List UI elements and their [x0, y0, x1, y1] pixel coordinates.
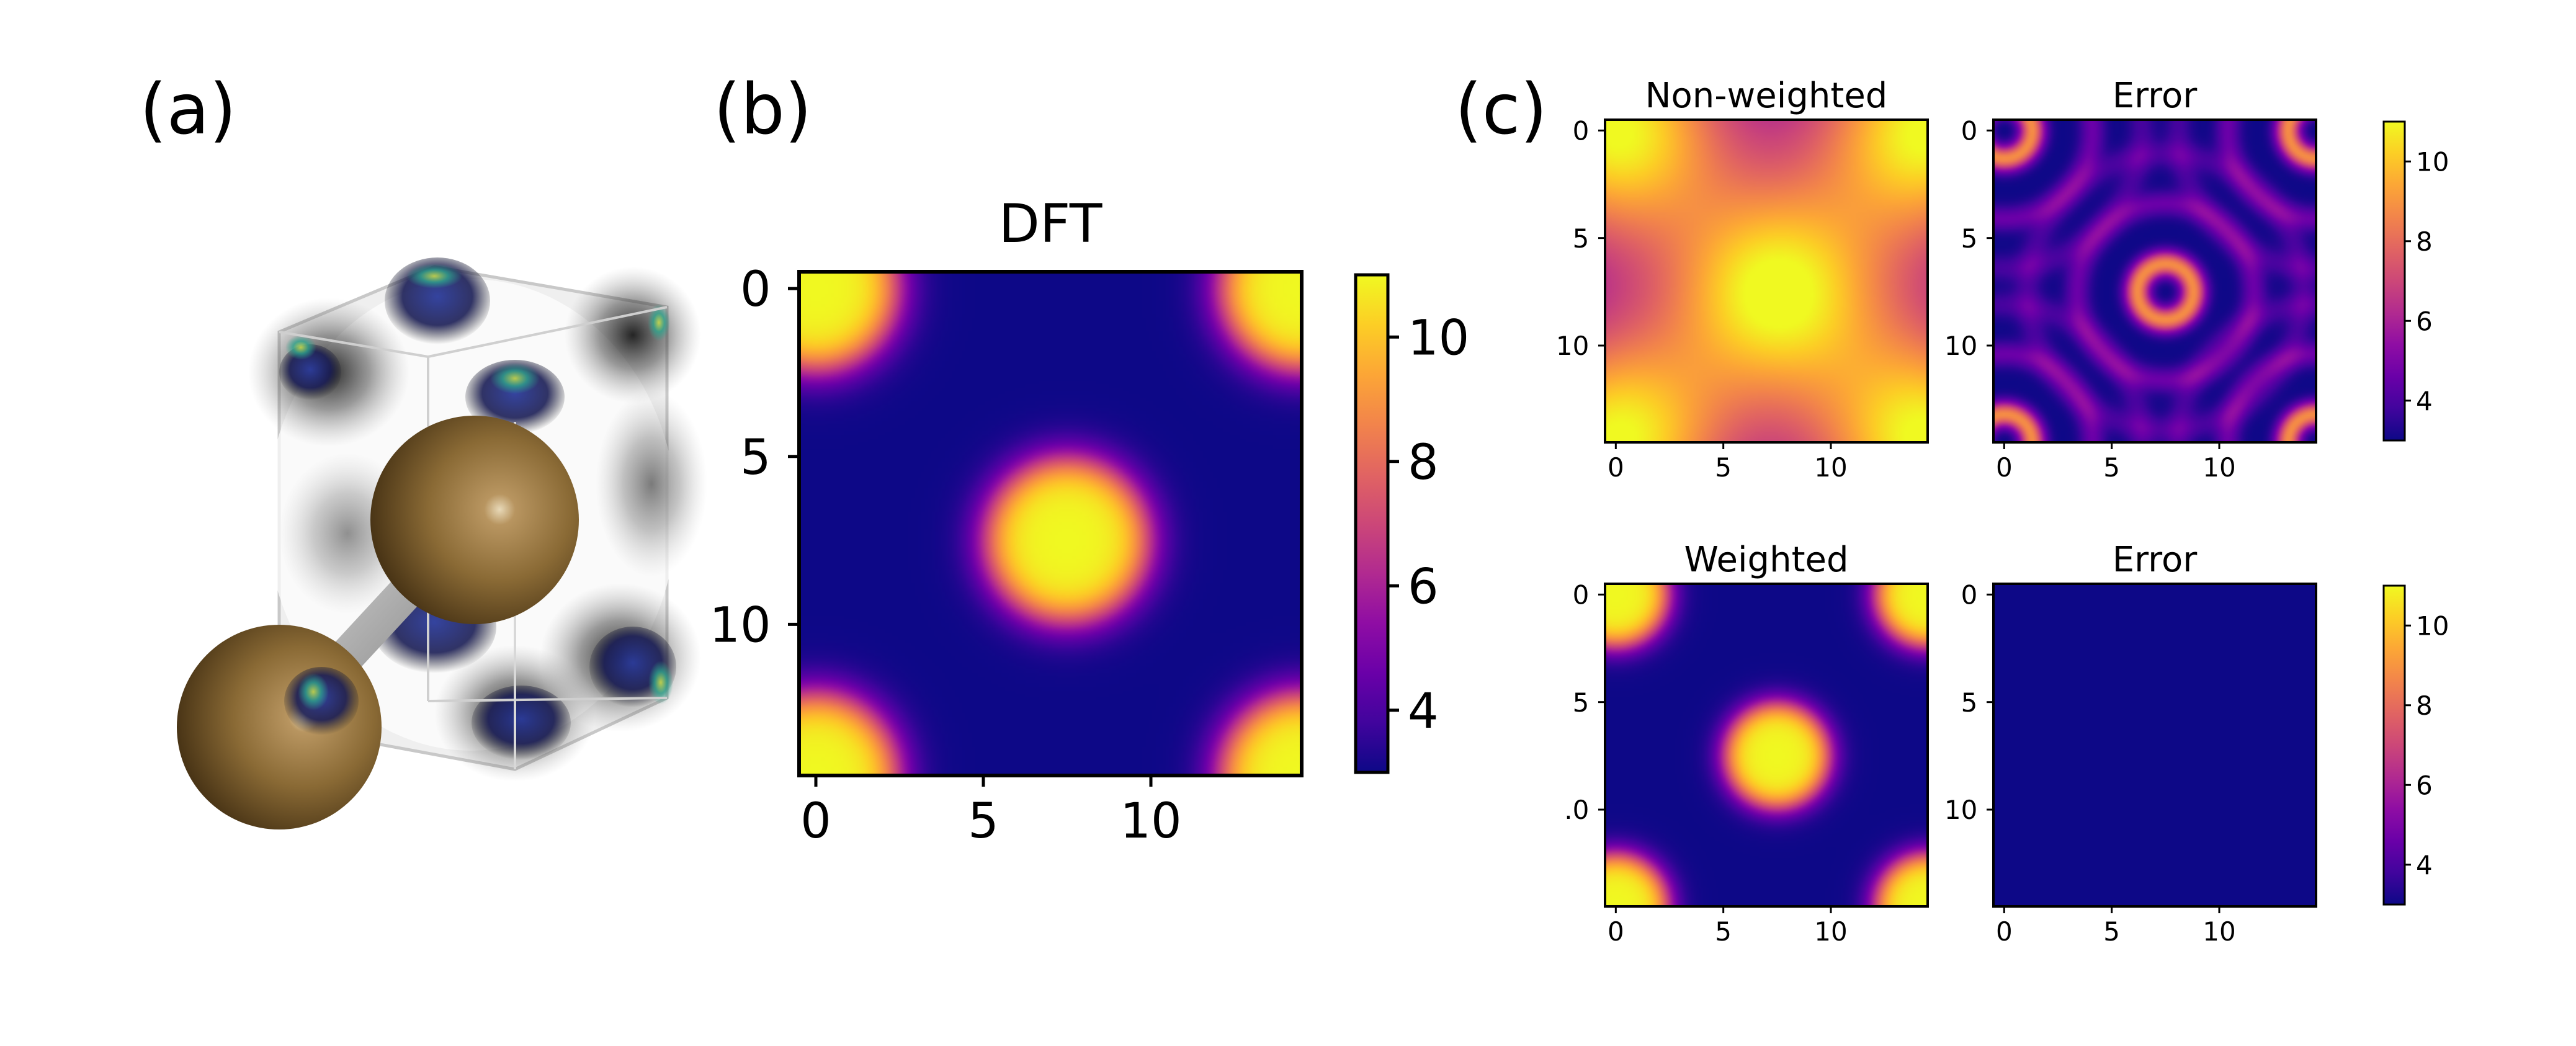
y-tick-label: 5 — [1573, 687, 1590, 718]
x-tick-label: 0 — [1608, 916, 1624, 947]
atom — [177, 625, 382, 829]
x-tick-label: 10 — [1120, 793, 1181, 849]
atom — [370, 416, 579, 624]
heatmap-panel-c2: Error 0 5 10 0 5 10 4 6 8 10 — [1944, 76, 2449, 483]
colorbar: 4 6 8 10 — [1354, 273, 1469, 774]
orbital-highlight — [285, 335, 316, 360]
y-tick-label: 10 — [709, 597, 771, 653]
plot-frame — [1604, 583, 1929, 908]
x-tick-label: 5 — [2103, 452, 2120, 483]
y-tick-label: 0 — [1961, 115, 1978, 146]
x-tick-label: 0 — [800, 793, 831, 849]
colorbar-tick-label: 10 — [2416, 146, 2449, 177]
x-tick-label: 10 — [1814, 452, 1847, 483]
y-tick-label: 0 — [740, 262, 771, 318]
colorbar-tick-label: 10 — [2416, 610, 2449, 641]
colorbar-tick-label: 6 — [1408, 559, 1439, 615]
orbital-highlight — [648, 304, 670, 341]
y-tick-label: 5 — [1961, 223, 1978, 254]
y-tick-label: 5 — [1573, 223, 1590, 254]
colorbar-tick-label: 4 — [2416, 850, 2433, 880]
colorbar-tick-label: 6 — [2416, 306, 2433, 336]
x-tick-label: 5 — [968, 793, 999, 849]
y-tick-label: 10 — [1944, 795, 1977, 825]
orbital-highlight — [406, 264, 462, 288]
colorbar-tick-label: 10 — [1408, 310, 1469, 366]
panel-label-a: (a) — [140, 69, 236, 150]
unit-cell-edge — [427, 697, 668, 702]
plot-frame — [797, 270, 1304, 777]
chart-title: DFT — [999, 193, 1102, 255]
shadow-region — [596, 391, 707, 577]
y-tick-label: 0 — [1961, 579, 1978, 610]
colorbar-tick-label: 8 — [2416, 691, 2433, 721]
colorbar-tick-label: 4 — [2416, 386, 2433, 416]
x-tick-label: 0 — [1608, 452, 1624, 483]
x-tick-label: 0 — [1996, 916, 2013, 947]
y-tick-label: .0 — [1564, 795, 1589, 825]
heatmap-image — [1605, 584, 1928, 906]
heatmap-panel-b: DFT 0 5 10 0 5 10 4 6 8 10 — [709, 193, 1469, 849]
colorbar-scale — [1354, 273, 1390, 774]
chart-title: Error — [2113, 76, 2198, 116]
chart-title: Non-weighted — [1645, 76, 1888, 116]
crystal-structure — [177, 257, 707, 829]
y-tick-label: 0 — [1573, 579, 1590, 610]
colorbar-tick-label: 6 — [2416, 770, 2433, 800]
y-tick-label: 5 — [740, 430, 771, 486]
orbital-highlight — [648, 661, 673, 704]
colorbar-scale — [2382, 584, 2406, 906]
colorbar-tick-label: 8 — [1408, 435, 1439, 491]
plot-frame — [1604, 118, 1929, 444]
x-tick-label: 5 — [2103, 916, 2120, 947]
heatmap-panel-c3: Weighted 0 5 10 0 5 .0 — [1564, 540, 1929, 947]
colorbar-tick-label: 8 — [2416, 226, 2433, 257]
orbital-highlight — [298, 673, 329, 710]
x-tick-label: 10 — [1814, 916, 1847, 947]
plot-frame — [1992, 583, 2317, 908]
colorbar: 4 6 8 10 — [2382, 584, 2449, 906]
orbital-lobe — [472, 686, 571, 760]
x-tick-label: 5 — [1715, 452, 1732, 483]
plot-frame — [1992, 118, 2317, 444]
chart-title: Error — [2113, 540, 2198, 580]
unit-cell-edge — [279, 331, 429, 358]
unit-cell-edge — [427, 306, 668, 358]
x-tick-label: 10 — [2203, 452, 2235, 483]
x-tick-label: 5 — [1715, 916, 1732, 947]
orbital-highlight — [490, 363, 540, 394]
panel-label-b: (b) — [713, 69, 812, 150]
shadow-region — [565, 267, 701, 403]
heatmap-image — [1993, 120, 2316, 442]
heatmap-image — [1605, 120, 1928, 442]
heatmap-panel-c1: Non-weighted 0 5 10 0 5 10 — [1556, 76, 1929, 483]
x-tick-label: 10 — [2203, 916, 2235, 947]
y-tick-label: 10 — [1556, 331, 1589, 361]
panel-label-c: (c) — [1455, 69, 1547, 150]
heatmap-image — [1993, 584, 2316, 906]
y-tick-label: 10 — [1944, 331, 1977, 361]
y-tick-label: 0 — [1573, 115, 1590, 146]
heatmap-panel-c4: Error 0 5 10 0 5 10 4 6 8 10 — [1944, 540, 2449, 947]
chart-title: Weighted — [1684, 540, 1848, 580]
y-tick-label: 5 — [1961, 687, 1978, 718]
colorbar-tick-label: 4 — [1408, 684, 1439, 740]
colorbar: 4 6 8 10 — [2382, 120, 2449, 442]
heatmap-image — [799, 272, 1302, 776]
x-tick-label: 0 — [1996, 452, 2013, 483]
colorbar-scale — [2382, 120, 2406, 442]
